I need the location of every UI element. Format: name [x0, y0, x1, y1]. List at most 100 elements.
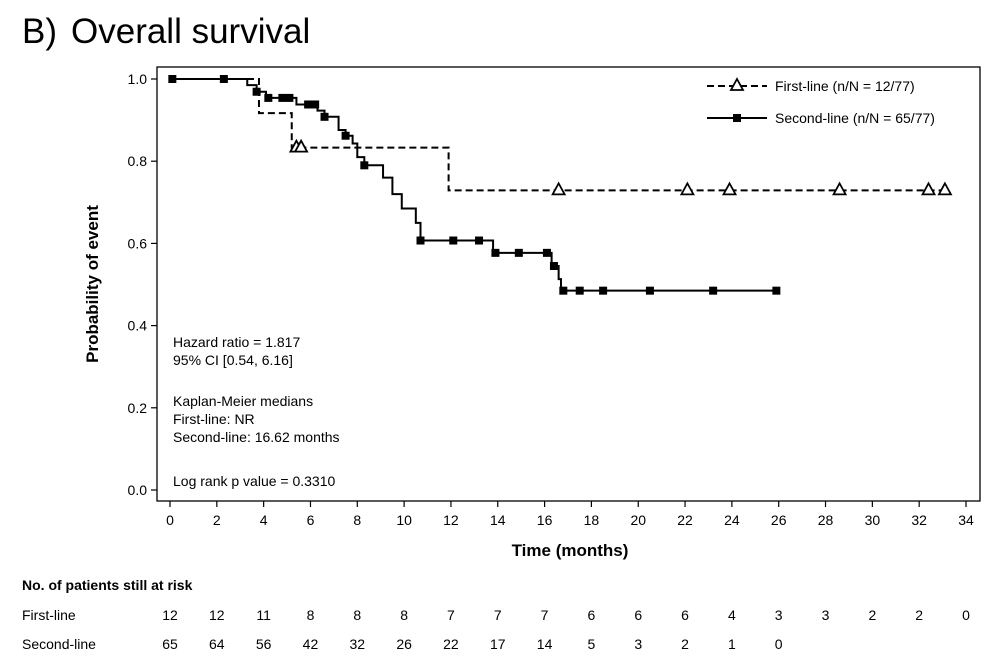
second-line-censor-marker — [559, 286, 568, 295]
second-line-censor-marker — [278, 93, 287, 102]
second-line-censor-marker — [320, 112, 329, 121]
risk-table-title: No. of patients still at risk — [22, 577, 193, 593]
first-line-legend-label: First-line (n/N = 12/77) — [775, 78, 915, 94]
second-line-censor-marker — [772, 286, 781, 295]
second-line-censor-marker — [264, 93, 273, 102]
risk-count: 0 — [774, 636, 783, 652]
x-tick-label: 2 — [213, 512, 221, 528]
plot-frame — [156, 66, 981, 502]
second-line-censor-marker — [360, 161, 369, 170]
second-line-legend-label: Second-line (n/N = 65/77) — [775, 110, 935, 126]
panel-label: B) — [22, 12, 57, 51]
risk-count: 56 — [255, 636, 272, 652]
first-line-censor-marker — [293, 138, 309, 153]
first-line-censor-marker — [937, 181, 953, 196]
risk-count: 4 — [727, 607, 736, 623]
first-line-legend-marker — [729, 77, 745, 91]
x-tick-label: 16 — [537, 512, 553, 528]
y-tick-label: 0.4 — [128, 318, 148, 334]
risk-count: 6 — [681, 607, 689, 623]
km-medians-title: Kaplan-Meier medians — [173, 393, 313, 409]
x-tick-label: 34 — [958, 512, 974, 528]
risk-count: 3 — [774, 607, 783, 623]
second-line-censor-marker — [549, 262, 558, 271]
first-line-censor-marker — [722, 181, 738, 196]
first-line-median-text: First-line: NR — [173, 411, 255, 427]
risk-count: 12 — [209, 607, 225, 623]
second-line-censor-marker — [709, 286, 718, 295]
first-line-curve — [170, 78, 945, 192]
risk-count: 12 — [162, 607, 178, 623]
risk-count: 8 — [400, 607, 409, 623]
y-tick-label: 0.6 — [128, 235, 148, 251]
hazard-ratio-text: Hazard ratio = 1.817 — [173, 334, 300, 350]
y-axis: 0.0 0.2 0.4 0.6 0.8 1.0 — [128, 71, 157, 498]
x-tick-label: 18 — [584, 512, 600, 528]
y-tick-label: 1.0 — [128, 71, 148, 87]
x-axis: 0 2 4 6 8 10 12 14 16 18 20 22 24 26 28 30 32 34 — [166, 501, 974, 528]
risk-row-label: Second-line — [22, 636, 96, 652]
second-line-censor-marker — [449, 236, 458, 245]
risk-count: 11 — [256, 607, 271, 623]
risk-count: 8 — [353, 607, 362, 623]
risk-count: 7 — [540, 607, 549, 623]
logrank-text: Log rank p value = 0.3310 — [173, 473, 336, 489]
x-tick-label: 20 — [630, 512, 646, 528]
second-line-censor-marker — [168, 75, 177, 83]
legend: First-line (n/N = 12/77) Second-line (n/N… — [707, 77, 935, 126]
second-line-censor-marker — [311, 100, 320, 109]
second-line-legend-marker — [733, 114, 741, 122]
x-tick-label: 28 — [818, 512, 834, 528]
risk-count: 7 — [447, 607, 455, 623]
series-layer — [168, 75, 953, 295]
second-line-censor-marker — [542, 248, 551, 257]
risk-count: 14 — [536, 636, 553, 652]
y-tick-label: 0.2 — [128, 400, 148, 416]
risk-count: 17 — [489, 636, 506, 652]
second-line-censor-marker — [252, 87, 261, 96]
panel-title-text: Overall survival — [71, 12, 311, 51]
second-line-series — [168, 75, 781, 295]
risk-count: 42 — [302, 636, 319, 652]
second-line-censor-marker — [599, 286, 608, 295]
x-tick-label: 0 — [166, 512, 174, 528]
second-line-censor-marker — [285, 93, 294, 102]
second-line-censor-marker — [491, 248, 500, 257]
risk-count: 3 — [821, 607, 830, 623]
second-line-censor-marker — [575, 286, 584, 295]
x-tick-label: 6 — [307, 512, 315, 528]
x-tick-label: 14 — [490, 512, 506, 528]
risk-count: 3 — [634, 636, 643, 652]
y-tick-label: 0.0 — [128, 482, 148, 498]
risk-count: 8 — [306, 607, 315, 623]
second-line-censor-marker — [514, 248, 523, 257]
x-tick-label: 12 — [443, 512, 459, 528]
x-tick-label: 24 — [724, 512, 740, 528]
risk-count: 65 — [162, 636, 178, 652]
risk-count: 32 — [349, 636, 366, 652]
first-line-series — [170, 78, 953, 196]
x-tick-label: 30 — [865, 512, 881, 528]
second-line-curve — [170, 78, 777, 292]
x-tick-label: 22 — [677, 512, 693, 528]
second-line-censor-marker — [219, 75, 228, 83]
x-tick-label: 32 — [911, 512, 927, 528]
second-line-censor-marker — [475, 236, 484, 245]
panel-title: B) Overall survival — [22, 12, 310, 52]
first-line-censor-marker — [551, 181, 567, 196]
second-line-median-text: Second-line: 16.62 months — [173, 429, 340, 445]
x-tick-label: 26 — [771, 512, 787, 528]
risk-count: 2 — [681, 636, 689, 652]
risk-count: 2 — [915, 607, 924, 623]
risk-count: 26 — [396, 636, 412, 652]
first-line-censor-marker — [921, 181, 937, 196]
risk-count: 7 — [493, 607, 502, 623]
risk-count: 6 — [587, 607, 596, 623]
x-axis-title: Time (months) — [512, 541, 629, 560]
risk-count: 5 — [587, 636, 596, 652]
second-line-censor-marker — [341, 131, 350, 140]
second-line-censor-marker — [645, 286, 654, 295]
risk-row-label: First-line — [22, 607, 76, 623]
x-tick-label: 8 — [353, 512, 361, 528]
